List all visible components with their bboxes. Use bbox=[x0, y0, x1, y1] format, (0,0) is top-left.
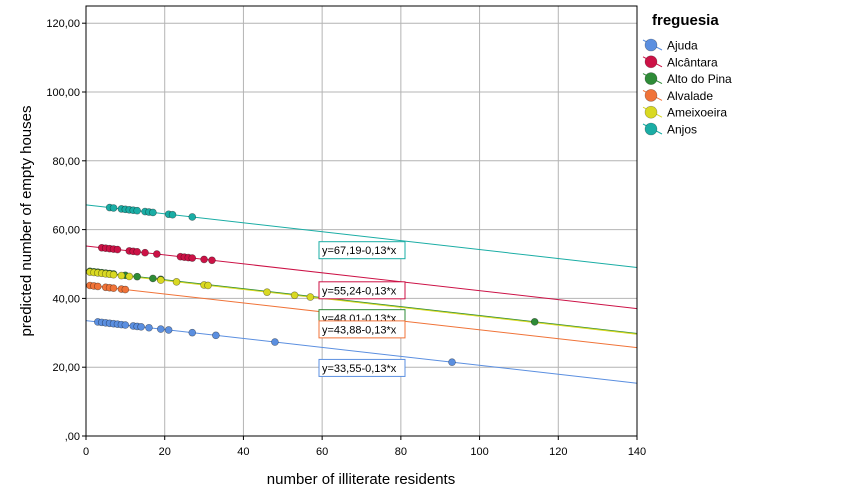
legend-label: Anjos bbox=[667, 123, 697, 137]
equation-labels: y=33,55-0,13*xy=55,24-0,13*xy=48,01-0,13… bbox=[318, 241, 406, 377]
data-point bbox=[208, 256, 216, 265]
data-point bbox=[145, 323, 153, 332]
legend-marker bbox=[644, 55, 658, 69]
data-point bbox=[306, 293, 315, 301]
data-point bbox=[109, 204, 118, 212]
equation-box bbox=[318, 320, 406, 339]
legend-marker bbox=[644, 105, 658, 119]
data-point bbox=[125, 272, 134, 281]
data-point bbox=[188, 213, 197, 221]
data-point bbox=[200, 255, 208, 264]
x-tick-label: 140 bbox=[628, 446, 646, 458]
data-point bbox=[290, 291, 299, 300]
data-point bbox=[156, 325, 165, 333]
data-point bbox=[212, 331, 220, 340]
legend-label: Alto do Pina bbox=[667, 72, 732, 86]
legend-marker bbox=[644, 89, 658, 102]
data-point bbox=[133, 247, 141, 256]
y-axis-label: predicted number of empty houses bbox=[18, 106, 35, 337]
data-points bbox=[86, 203, 539, 366]
y-tick-label: 20,00 bbox=[52, 362, 80, 374]
x-tick-label: 100 bbox=[470, 446, 488, 458]
data-point bbox=[263, 288, 271, 296]
data-point bbox=[172, 278, 181, 286]
equation-box bbox=[318, 358, 406, 377]
data-point bbox=[204, 281, 212, 290]
legend-marker bbox=[644, 72, 658, 85]
equation-label: y=55,24-0,13*x bbox=[322, 285, 397, 297]
data-point bbox=[121, 321, 130, 329]
x-tick-label: 60 bbox=[316, 446, 328, 458]
y-tick-label: 120,00 bbox=[46, 18, 80, 30]
data-point bbox=[109, 284, 118, 292]
y-tick-label: 60,00 bbox=[52, 225, 80, 237]
data-point bbox=[149, 208, 157, 217]
data-point bbox=[188, 328, 197, 337]
data-point bbox=[188, 254, 197, 262]
data-point bbox=[113, 245, 122, 254]
x-tick-label: 120 bbox=[549, 446, 567, 458]
legend: freguesia Ajuda Alcântara Alto do Pina Alva… bbox=[642, 12, 732, 137]
y-tick-label: 80,00 bbox=[52, 156, 80, 168]
grid-lines bbox=[85, 6, 638, 437]
data-point bbox=[168, 210, 177, 219]
equation-label: y=67,19-0,13*x bbox=[322, 245, 397, 257]
data-point bbox=[109, 270, 118, 279]
data-point bbox=[94, 282, 102, 291]
data-point bbox=[133, 206, 141, 215]
data-point bbox=[271, 338, 279, 346]
x-axis-ticks: 0 20 40 60 80 100 120 140 bbox=[83, 436, 646, 458]
legend-title: freguesia bbox=[652, 12, 719, 29]
data-point bbox=[164, 326, 173, 334]
y-axis-ticks: ,00 20,00 40,00 60,00 80,00 100,00 120,00 bbox=[46, 18, 86, 443]
data-point bbox=[137, 323, 145, 331]
equation-label: y=43,88-0,13*x bbox=[322, 324, 397, 336]
fit-line bbox=[85, 320, 638, 384]
data-point bbox=[448, 358, 456, 366]
data-point bbox=[141, 248, 149, 257]
y-tick-label: ,00 bbox=[65, 431, 80, 443]
equation-box bbox=[318, 281, 406, 300]
fit-line bbox=[85, 204, 638, 268]
plot-frame bbox=[85, 5, 638, 437]
x-tick-label: 80 bbox=[395, 446, 407, 458]
equation-box bbox=[318, 241, 406, 260]
data-point bbox=[153, 250, 161, 258]
data-point bbox=[133, 272, 141, 281]
equation-label: y=33,55-0,13*x bbox=[322, 363, 397, 375]
y-tick-label: 40,00 bbox=[52, 293, 80, 305]
x-tick-label: 0 bbox=[83, 446, 89, 458]
legend-marker bbox=[644, 38, 658, 52]
data-point bbox=[117, 271, 126, 280]
data-point bbox=[149, 274, 157, 283]
data-point bbox=[530, 318, 539, 326]
legend-marker bbox=[644, 122, 658, 136]
x-tick-label: 40 bbox=[237, 446, 249, 458]
legend-label: Alcântara bbox=[667, 55, 718, 69]
legend-label: Ajuda bbox=[667, 39, 698, 53]
y-tick-label: 100,00 bbox=[46, 87, 80, 99]
x-tick-label: 20 bbox=[159, 446, 171, 458]
legend-label: Ameixoeira bbox=[667, 106, 727, 120]
data-point bbox=[121, 285, 130, 294]
x-axis-label: number of illiterate residents bbox=[267, 471, 455, 488]
legend-label: Alvalade bbox=[667, 89, 713, 103]
data-point bbox=[156, 276, 165, 284]
